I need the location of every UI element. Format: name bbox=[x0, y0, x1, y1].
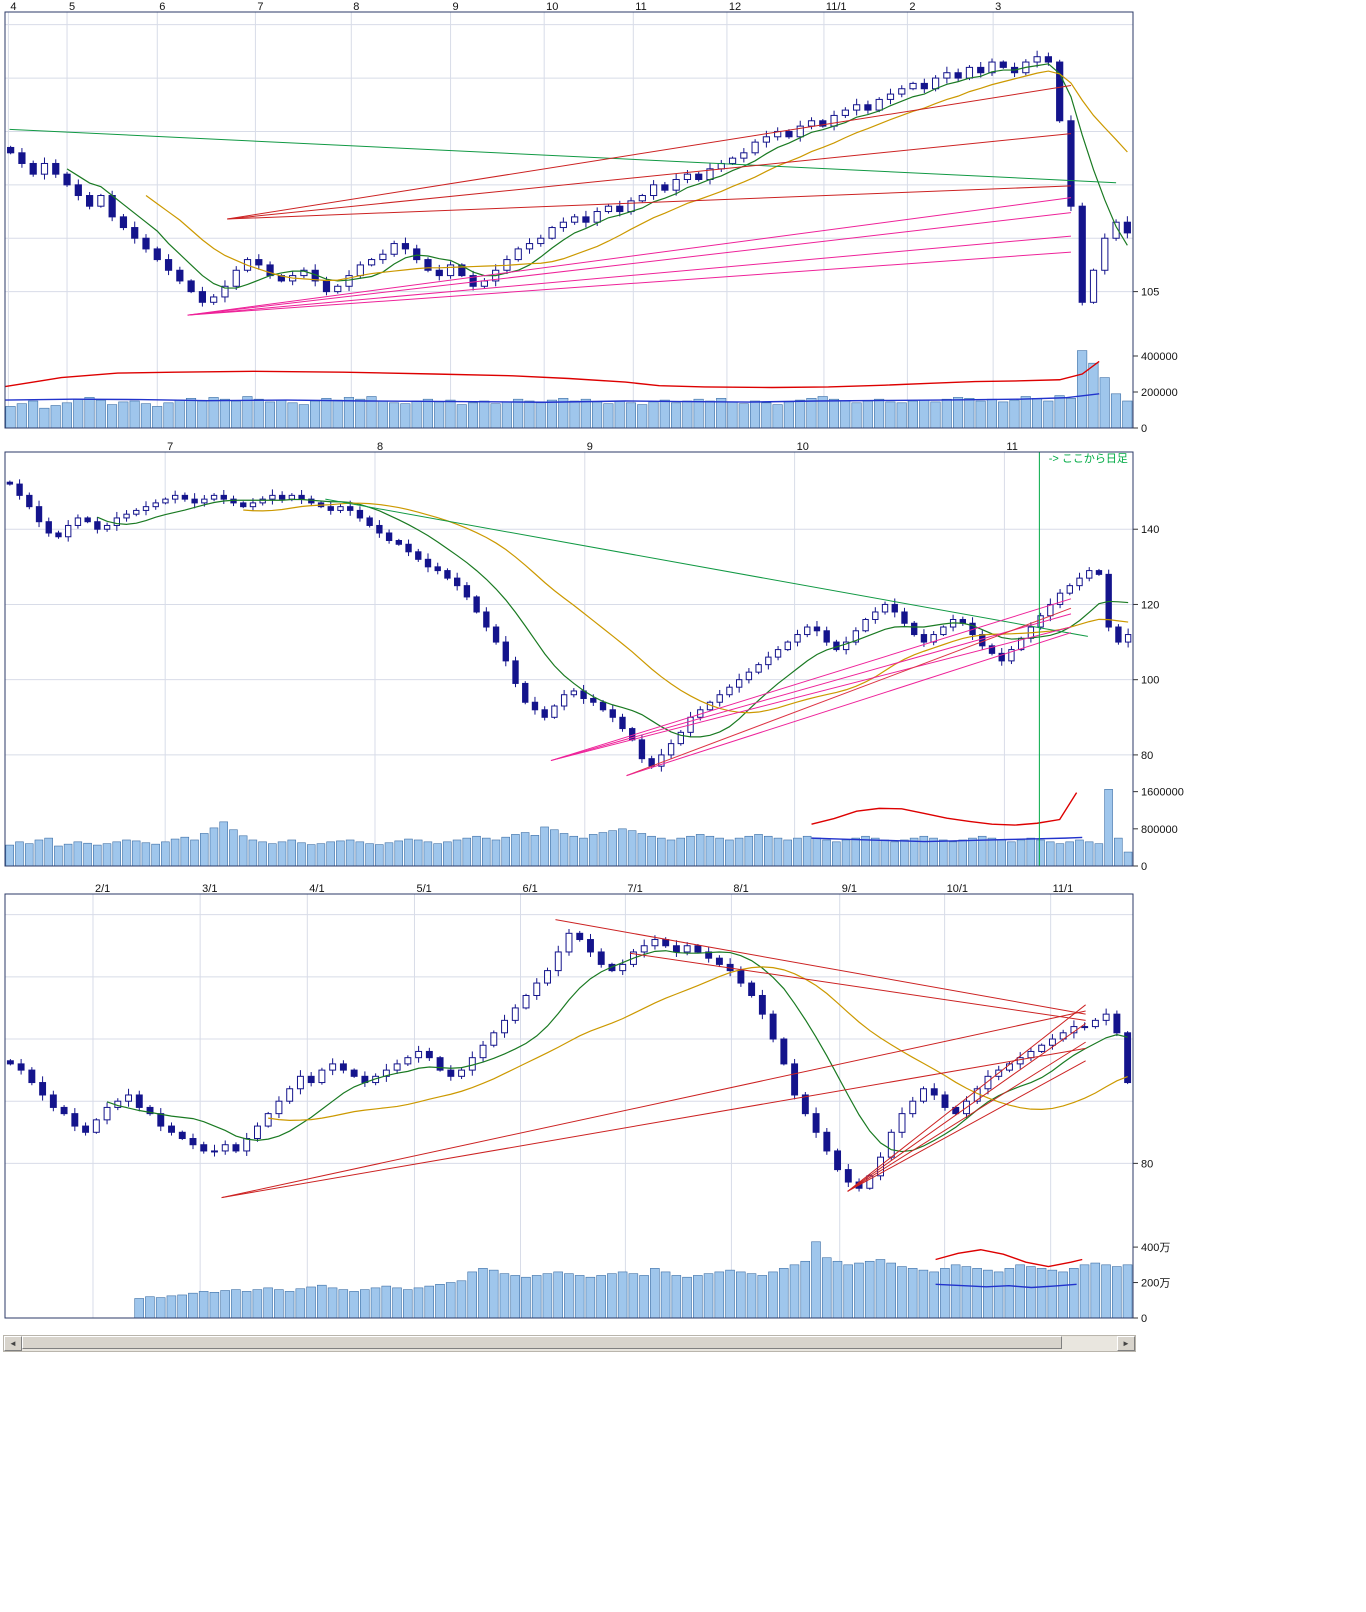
daily-chart-panel: 2/1 3/1 4/1 5/1 6/1 7/1 8/1 9/1 10/1 11/1 80 400万 20… bbox=[0, 882, 1366, 1332]
price-axis-label: 100 bbox=[1141, 675, 1159, 687]
x-axis-label: 9/1 bbox=[842, 883, 857, 895]
mid-chart-svg: 7 8 9 10 11 140 120 100 80 1600000 800000 0 -> ここから日… bbox=[4, 441, 1184, 873]
x-axis-label: 4/1 bbox=[309, 883, 324, 895]
x-axis-label: 11/1 bbox=[826, 1, 847, 13]
x-axis-label: 2/1 bbox=[95, 883, 110, 895]
x-axis-label: 8/1 bbox=[733, 883, 748, 895]
candles-layer bbox=[6, 929, 1132, 1192]
scroll-left-button[interactable]: ◄ bbox=[4, 1336, 22, 1351]
x-axis-label: 8 bbox=[353, 1, 359, 13]
volume-bars-layer bbox=[134, 1241, 1133, 1319]
x-axis-label: 9 bbox=[453, 1, 459, 13]
x-axis-label: 6 bbox=[159, 1, 165, 13]
volume-ma-layer bbox=[811, 792, 1083, 843]
volume-axis-label: 800000 bbox=[1141, 824, 1178, 836]
volume-axis-label: 1600000 bbox=[1141, 787, 1184, 799]
x-axis-label: 12 bbox=[729, 1, 741, 13]
price-axis-label: 80 bbox=[1141, 750, 1153, 762]
weekly-chart-panel: 4 5 6 7 8 9 10 11 12 11/1 2 3 105 400000 200000 0 bbox=[0, 0, 1366, 432]
plot-frame bbox=[4, 893, 1134, 1319]
x-axis-label: 11 bbox=[635, 1, 646, 13]
volume-axis-label: 0 bbox=[1141, 861, 1147, 873]
plot-frame bbox=[4, 11, 1134, 429]
x-axis-label: 11/1 bbox=[1053, 883, 1074, 895]
x-axis-label: 3/1 bbox=[202, 883, 217, 895]
price-axis-label: 80 bbox=[1141, 1158, 1153, 1170]
price-axis-label: 105 bbox=[1141, 287, 1159, 299]
axis-labels-layer: 7 8 9 10 11 140 120 100 80 1600000 800000 0 -> ここから日… bbox=[167, 441, 1184, 873]
scrollbar-thumb[interactable] bbox=[22, 1336, 1063, 1349]
scroll-right-button[interactable]: ► bbox=[1117, 1336, 1135, 1351]
axis-labels-layer: 2/1 3/1 4/1 5/1 6/1 7/1 8/1 9/1 10/1 11/1 80 400万 20… bbox=[95, 883, 1170, 1325]
x-axis-label: 10 bbox=[797, 441, 809, 453]
trendlines-layer bbox=[9, 85, 1117, 316]
volume-ma-layer bbox=[935, 1249, 1083, 1289]
grid-layer bbox=[5, 12, 1133, 428]
x-axis-label: 10/1 bbox=[947, 883, 968, 895]
volume-ma-layer bbox=[4, 360, 1100, 403]
chart-annotation: -> ここから日足 bbox=[1049, 452, 1128, 465]
x-axis-label: 8 bbox=[377, 441, 383, 453]
moving-average-layer bbox=[97, 498, 1129, 738]
volume-axis-label: 0 bbox=[1141, 1313, 1147, 1325]
trendlines-layer bbox=[325, 452, 1088, 866]
mid-chart-panel: 7 8 9 10 11 140 120 100 80 1600000 800000 0 -> ここから日… bbox=[0, 440, 1366, 875]
axis-labels-layer: 4 5 6 7 8 9 10 11 12 11/1 2 3 105 400000 200000 0 bbox=[10, 1, 1177, 432]
trendlines-layer bbox=[221, 919, 1086, 1199]
volume-axis-label: 400万 bbox=[1141, 1242, 1170, 1254]
x-axis-label: 7 bbox=[167, 441, 173, 453]
x-axis-label: 10 bbox=[546, 1, 558, 13]
x-axis-label: 6/1 bbox=[522, 883, 537, 895]
x-axis-label: 5/1 bbox=[416, 883, 431, 895]
x-axis-label: 9 bbox=[587, 441, 593, 453]
x-axis-label: 2 bbox=[909, 1, 915, 13]
price-axis-label: 120 bbox=[1141, 599, 1159, 611]
price-axis-label: 140 bbox=[1141, 524, 1159, 536]
candles-layer bbox=[7, 50, 1131, 307]
volume-axis-label: 400000 bbox=[1141, 351, 1178, 363]
volume-axis-label: 200000 bbox=[1141, 387, 1178, 399]
horizontal-scrollbar[interactable]: ◄ ► bbox=[3, 1335, 1136, 1352]
scrollbar-track[interactable] bbox=[22, 1336, 1117, 1351]
weekly-chart-svg: 4 5 6 7 8 9 10 11 12 11/1 2 3 105 400000 200000 0 bbox=[4, 1, 1178, 432]
x-axis-label: 4 bbox=[10, 1, 16, 13]
volume-axis-label: 200万 bbox=[1141, 1278, 1170, 1290]
volume-axis-label: 0 bbox=[1141, 423, 1147, 432]
volume-bars-layer bbox=[5, 789, 1133, 867]
x-axis-label: 11 bbox=[1006, 441, 1017, 453]
volume-bars-layer bbox=[5, 350, 1133, 429]
moving-average-layer bbox=[66, 63, 1128, 289]
x-axis-label: 7 bbox=[257, 1, 263, 13]
chart-workspace: 4 5 6 7 8 9 10 11 12 11/1 2 3 105 400000 200000 0 7 8 9 10… bbox=[0, 0, 1366, 1352]
x-axis-label: 5 bbox=[69, 1, 75, 13]
plot-frame bbox=[4, 451, 1134, 867]
x-axis-label: 3 bbox=[995, 1, 1001, 13]
candles-layer bbox=[6, 479, 1132, 772]
grid-layer bbox=[5, 452, 1133, 866]
x-axis-label: 7/1 bbox=[627, 883, 642, 895]
moving-average-layer bbox=[106, 950, 1128, 1153]
daily-chart-svg: 2/1 3/1 4/1 5/1 6/1 7/1 8/1 9/1 10/1 11/1 80 400万 20… bbox=[4, 883, 1170, 1325]
